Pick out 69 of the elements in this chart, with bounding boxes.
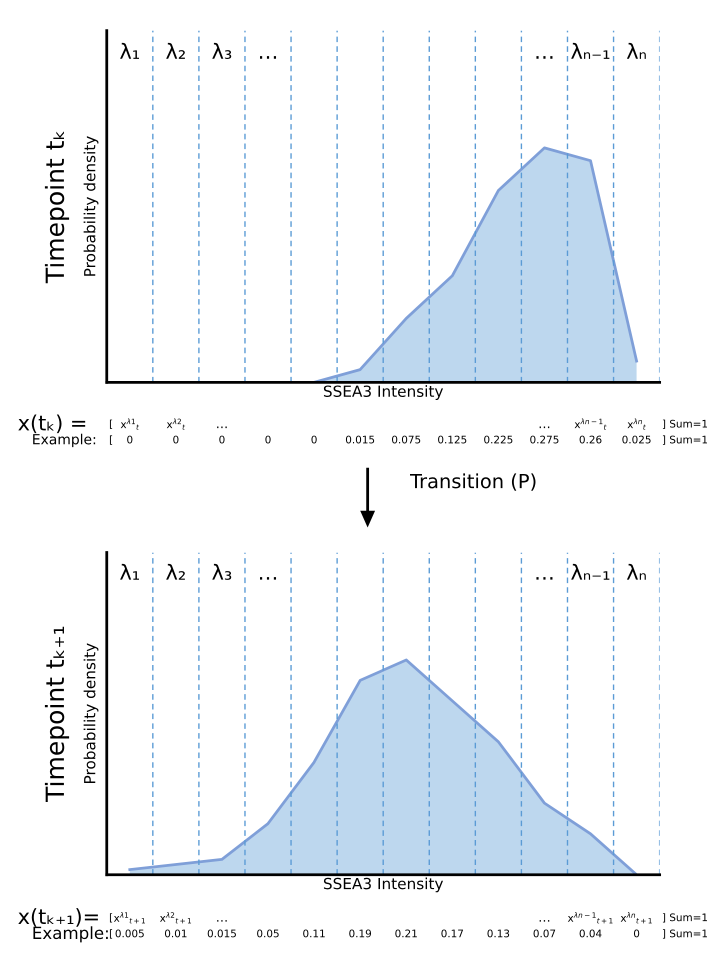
x-tick-label: λ₁ bbox=[120, 564, 139, 580]
x-tick-label: … bbox=[260, 56, 276, 59]
data-label: 0 bbox=[127, 436, 132, 444]
x-tick-label: λₙ bbox=[626, 42, 646, 59]
x-tick-label: λₙ bbox=[626, 564, 646, 580]
text: Transition (P) bbox=[410, 473, 536, 491]
data-label: 0.225 bbox=[484, 436, 512, 444]
data-label: 0 bbox=[173, 436, 178, 444]
data-label: 0.01 bbox=[164, 929, 186, 938]
x-tick-label: λₙ₋₁ bbox=[571, 42, 610, 59]
data-label: 0.05 bbox=[257, 929, 279, 938]
text: x$^{λn}$$_{t}$ bbox=[628, 418, 646, 430]
y-axis-title: Probability density bbox=[84, 643, 98, 783]
text: x$^{λn}$$_{t+1}$ bbox=[620, 912, 652, 924]
data-label: 0.025 bbox=[622, 436, 651, 444]
text: x$^{λ2}$$_{t+1}$ bbox=[160, 912, 192, 924]
data-label: 0.275 bbox=[530, 436, 558, 444]
y-axis-title: Probability density bbox=[84, 136, 98, 276]
data-label: 0.19 bbox=[349, 929, 372, 938]
data-label: 0.07 bbox=[534, 929, 556, 938]
data-label: 0.26 bbox=[580, 436, 602, 444]
text: … bbox=[540, 920, 550, 922]
text: x$^{λn−1}$$_{t+1}$ bbox=[568, 912, 613, 924]
x-tick-label: … bbox=[536, 577, 552, 580]
text: [ bbox=[110, 913, 112, 922]
text: x(tₖ₊₁)= bbox=[18, 908, 98, 927]
x-tick-label: λ₃ bbox=[212, 564, 232, 580]
text: x$^{λ2}$$_{t}$ bbox=[166, 418, 186, 430]
data-label: 0.015 bbox=[208, 929, 236, 938]
text: [ bbox=[110, 929, 112, 939]
data-label: 0.075 bbox=[392, 436, 420, 444]
text: ] Sum=1 bbox=[662, 913, 707, 922]
x-tick-label: λ₁ bbox=[120, 42, 139, 59]
x-tick-label: … bbox=[536, 56, 552, 59]
data-label: 0 bbox=[311, 436, 317, 444]
text: x$^{λ1}$$_{t+1}$ bbox=[114, 912, 145, 924]
text: x(tₖ) = bbox=[18, 414, 86, 434]
x-tick-label: … bbox=[260, 577, 276, 580]
data-label: 0 bbox=[634, 929, 640, 938]
text: Timepoint tₖ bbox=[44, 131, 70, 284]
text: x$^{λ1}$$_{t}$ bbox=[120, 418, 140, 430]
data-label: 0.13 bbox=[487, 929, 510, 938]
text: [ bbox=[110, 420, 112, 429]
data-label: 0 bbox=[219, 436, 225, 444]
x-tick-label: λ₂ bbox=[166, 564, 185, 580]
text: [ bbox=[110, 435, 112, 445]
text: … bbox=[217, 920, 227, 922]
text: … bbox=[540, 426, 550, 428]
data-label: 0.17 bbox=[441, 929, 464, 938]
x-axis-title: SSEA3 Intensity bbox=[324, 385, 444, 400]
text: Timepoint tₖ₊₁ bbox=[44, 626, 70, 802]
text: ] Sum=1 bbox=[662, 929, 707, 939]
text: … bbox=[217, 426, 227, 428]
data-label: 0 bbox=[265, 436, 271, 444]
x-axis-title: SSEA3 Intensity bbox=[324, 878, 444, 892]
data-label: 0.005 bbox=[116, 929, 144, 938]
data-label: 0.11 bbox=[303, 929, 325, 938]
x-tick-label: λ₃ bbox=[212, 42, 232, 59]
text: ] Sum=1 bbox=[662, 435, 707, 445]
text: ] Sum=1 bbox=[662, 420, 707, 429]
text: Example: bbox=[33, 926, 108, 942]
data-label: 0.21 bbox=[395, 929, 417, 938]
data-label: 0.125 bbox=[438, 436, 466, 444]
x-tick-label: λₙ₋₁ bbox=[571, 564, 610, 580]
text: x$^{λn−1}$$_{t}$ bbox=[574, 418, 607, 430]
data-label: 0.04 bbox=[580, 929, 602, 938]
x-tick-label: λ₂ bbox=[166, 42, 185, 59]
data-label: 0.015 bbox=[346, 436, 374, 444]
text: Example: bbox=[33, 434, 96, 448]
